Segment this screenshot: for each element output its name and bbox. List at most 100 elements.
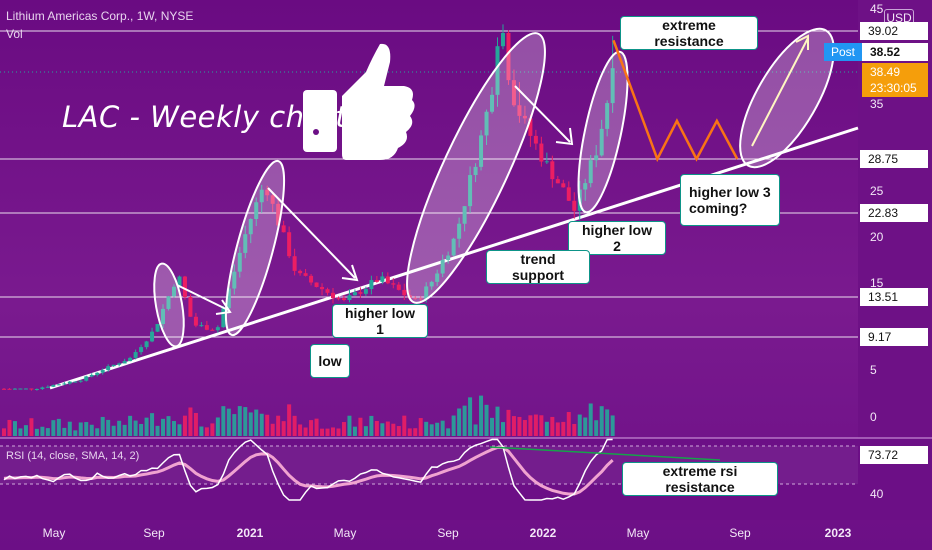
y-tick: 15 [870,276,884,290]
volume-bar [490,417,495,436]
post-price: 38.52 [862,43,928,61]
volume-bar [347,415,352,436]
candle-body [544,161,549,163]
volume-bar [199,426,204,436]
candle-body [457,223,462,239]
candle-body [391,283,396,285]
candle-body [594,155,599,161]
correction-arrow [267,187,356,279]
candle-body [528,118,533,136]
volume-bar [572,423,577,436]
volume-bar [226,408,231,436]
volume-bar [12,421,17,436]
candle-body [446,255,451,260]
volume-bar [391,423,396,436]
candle-body [369,280,374,290]
candle-body [281,225,286,233]
volume-bar [40,426,45,436]
candle-body [605,103,610,129]
candle-body [358,292,363,294]
candle-body [210,329,215,331]
volume-bar [122,424,127,436]
volume-bar [248,412,253,436]
candle-body [599,128,604,156]
volume-bar [78,422,83,436]
x-tick: May [626,526,650,540]
symbol-title[interactable]: Lithium Americas Corp., 1W, NYSE [6,9,194,23]
bar-countdown: 23:30:05 [870,81,917,95]
volume-bar [610,415,615,436]
volume-bar [67,421,72,436]
callout-higher-low-1: higher low 1 [332,304,428,338]
x-tick: Sep [143,526,165,540]
candle-body [418,298,423,300]
volume-bar [484,404,489,436]
volume-bar [352,426,357,436]
candle-body [490,94,495,112]
volume-bar [171,421,176,436]
volume-bar [561,421,566,436]
volume-bar [18,428,23,436]
volume-bar [177,424,182,436]
candle-body [341,298,346,301]
volume-bar [303,427,308,436]
candle-body [29,388,34,390]
candle-body [51,385,56,387]
candle-body [117,363,122,365]
candle-body [182,276,187,298]
candle-body [106,366,111,371]
volume-bar [243,407,248,436]
volume-bar [468,397,473,436]
volume-bar [204,427,209,436]
candle-body [73,381,78,383]
volume-bar [221,406,226,436]
candle-body [84,376,89,381]
candle-body [462,206,467,224]
candle-body [188,297,193,317]
x-tick: 2023 [824,526,852,540]
candle-body [588,160,593,184]
volume-bar [2,428,6,436]
candle-body [204,325,209,330]
candle-body [473,166,478,176]
candle-body [150,331,155,342]
volume-bar [325,428,330,436]
volume-bar [95,428,100,436]
candle-body [139,347,144,353]
chart-title: LAC - Weekly chart [62,100,348,134]
candle-body [309,275,314,283]
candle-body [270,195,275,204]
candle-body [122,361,127,364]
volume-bar [287,404,292,436]
volume-bar [533,414,538,436]
thumbs-up-dot [313,129,319,135]
candle-body [155,324,160,332]
candle-body [440,259,445,274]
level-badge-22-83: 22.83 [860,204,928,222]
candle-body [95,372,100,375]
volume-bar [522,420,527,436]
volume-bar [528,415,533,436]
volume-bar [265,414,270,436]
volume-bar [407,428,412,436]
highlight-ellipse [577,50,629,214]
candle-body [583,183,588,190]
candle-body [572,200,577,211]
candle-body [287,232,292,257]
volume-bar [144,417,149,436]
candle-body [232,271,237,289]
volume-bar [583,417,588,436]
candle-body [248,219,253,235]
candle-body [177,276,182,287]
candle-body [385,276,390,284]
candle-body [100,370,105,373]
rsi-label[interactable]: RSI (14, close, SMA, 14, 2) [6,450,140,462]
candle-body [221,308,226,328]
volume-bar [73,430,78,436]
volume-bar [309,420,314,436]
trend-support-line [49,126,859,390]
volume-bar [150,413,155,436]
volume-bar [511,416,516,436]
